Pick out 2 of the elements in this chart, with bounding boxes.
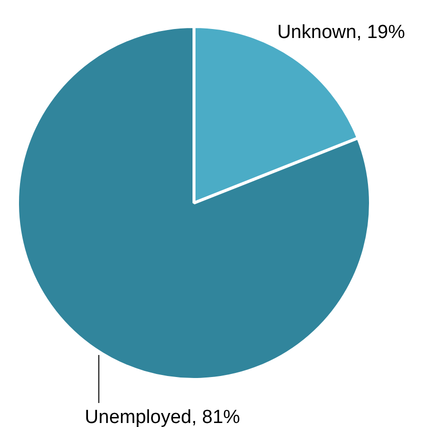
slice-label: Unknown, 19% — [277, 22, 406, 44]
slice-label: Unemployed, 81% — [84, 407, 240, 427]
